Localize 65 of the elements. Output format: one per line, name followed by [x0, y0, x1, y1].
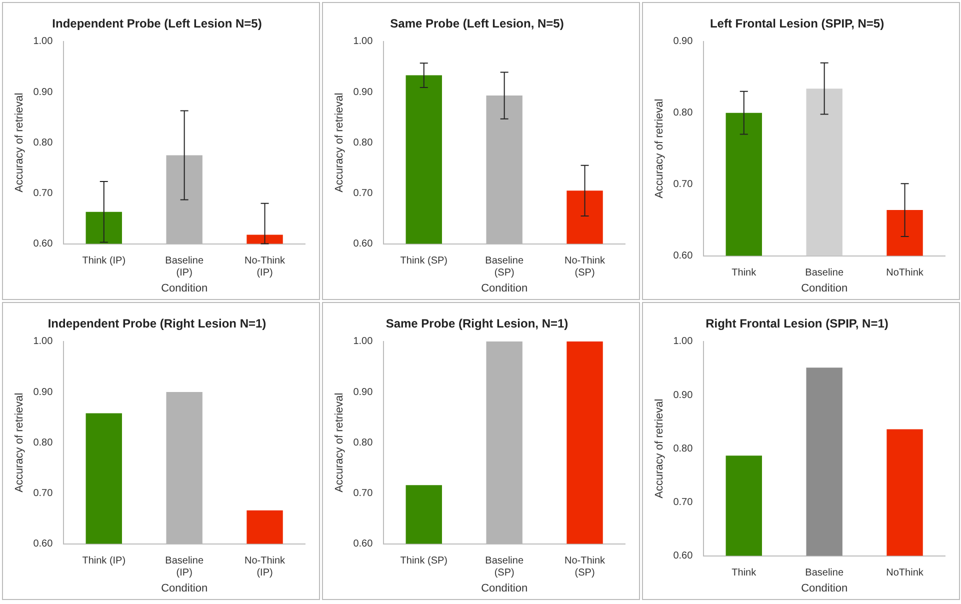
y-tick-label: 0.60 [673, 250, 694, 262]
x-tick-label: Baseline (SP) [485, 556, 524, 579]
y-axis-title: Accuracy of retrieval [334, 392, 346, 492]
y-tick-label: 1.00 [353, 336, 374, 348]
y-tick-label: 0.60 [353, 538, 374, 550]
chart-title: Independent Probe (Right Lesion N=1) [48, 316, 266, 331]
chart-title: Left Frontal Lesion (SPIP, N=5) [710, 16, 884, 31]
y-tick-label: 0.80 [673, 108, 694, 119]
x-tick-label: Think (IP) [82, 556, 126, 567]
chart-title: Independent Probe (Left Lesion N=5) [52, 16, 262, 31]
x-axis-title: Condition [161, 282, 208, 294]
x-axis-title: Condition [161, 582, 208, 594]
y-axis-title: Accuracy of retrieval [654, 98, 666, 198]
y-axis-title: Accuracy of retrieval [334, 92, 346, 192]
y-axis-title: Accuracy of retrieval [654, 398, 666, 498]
y-tick-label: 0.90 [673, 36, 694, 48]
y-tick-label: 0.80 [673, 443, 694, 454]
x-tick-label: Think (SP) [400, 256, 448, 267]
y-tick-label: 0.90 [33, 386, 54, 398]
y-tick-label: 0.70 [353, 188, 374, 199]
x-tick-label: NoThink [886, 268, 924, 279]
x-tick-label: Baseline [805, 268, 844, 279]
x-tick-label: Think [732, 268, 758, 279]
x-tick-label: Baseline (SP) [485, 256, 524, 279]
y-tick-label: 0.70 [33, 188, 54, 199]
chart-title: Right Frontal Lesion (SPIP, N=1) [706, 316, 888, 331]
y-tick-label: 1.00 [33, 336, 54, 348]
x-tick-label: Think (IP) [82, 256, 126, 267]
y-tick-label: 0.80 [33, 437, 54, 448]
y-axis-title: Accuracy of retrieval [14, 92, 26, 192]
y-tick-label: 1.00 [353, 36, 374, 48]
y-tick-label: 0.80 [353, 137, 374, 148]
x-tick-label: No-Think (IP) [244, 556, 286, 579]
x-axis-title: Condition [801, 582, 848, 594]
y-axis-title: Accuracy of retrieval [14, 392, 26, 492]
x-tick-label: No-Think (SP) [564, 556, 606, 579]
x-axis-title: Condition [481, 582, 528, 594]
x-tick-label: Think (SP) [400, 556, 448, 567]
y-tick-label: 0.90 [673, 390, 694, 401]
y-tick-label: 1.00 [33, 36, 54, 48]
y-tick-label: 0.60 [353, 238, 374, 250]
chart-title: Same Probe (Left Lesion, N=5) [390, 16, 564, 31]
y-tick-label: 0.70 [353, 488, 374, 499]
y-tick-label: 0.70 [673, 179, 694, 190]
y-tick-label: 0.90 [353, 86, 374, 98]
y-tick-label: 0.60 [673, 550, 694, 562]
y-tick-label: 0.80 [33, 137, 54, 148]
x-tick-label: NoThink [886, 568, 924, 579]
x-tick-label: No-Think (IP) [244, 256, 286, 279]
y-tick-label: 0.90 [33, 86, 54, 98]
x-tick-label: Baseline (IP) [165, 556, 204, 579]
y-tick-label: 1.00 [673, 336, 694, 348]
y-tick-label: 0.90 [353, 386, 374, 398]
chart-title: Same Probe (Right Lesion, N=1) [386, 316, 568, 331]
x-tick-label: No-Think (SP) [564, 256, 606, 279]
x-tick-label: Baseline [805, 568, 844, 579]
x-tick-label: Think [732, 568, 758, 579]
y-tick-label: 0.60 [33, 538, 54, 550]
x-axis-title: Condition [801, 282, 848, 294]
y-tick-label: 0.70 [33, 488, 54, 499]
x-tick-label: Baseline (IP) [165, 256, 204, 279]
y-tick-label: 0.60 [33, 238, 54, 250]
y-tick-label: 0.70 [673, 496, 694, 508]
x-axis-title: Condition [481, 282, 528, 294]
y-tick-label: 0.80 [353, 437, 374, 448]
